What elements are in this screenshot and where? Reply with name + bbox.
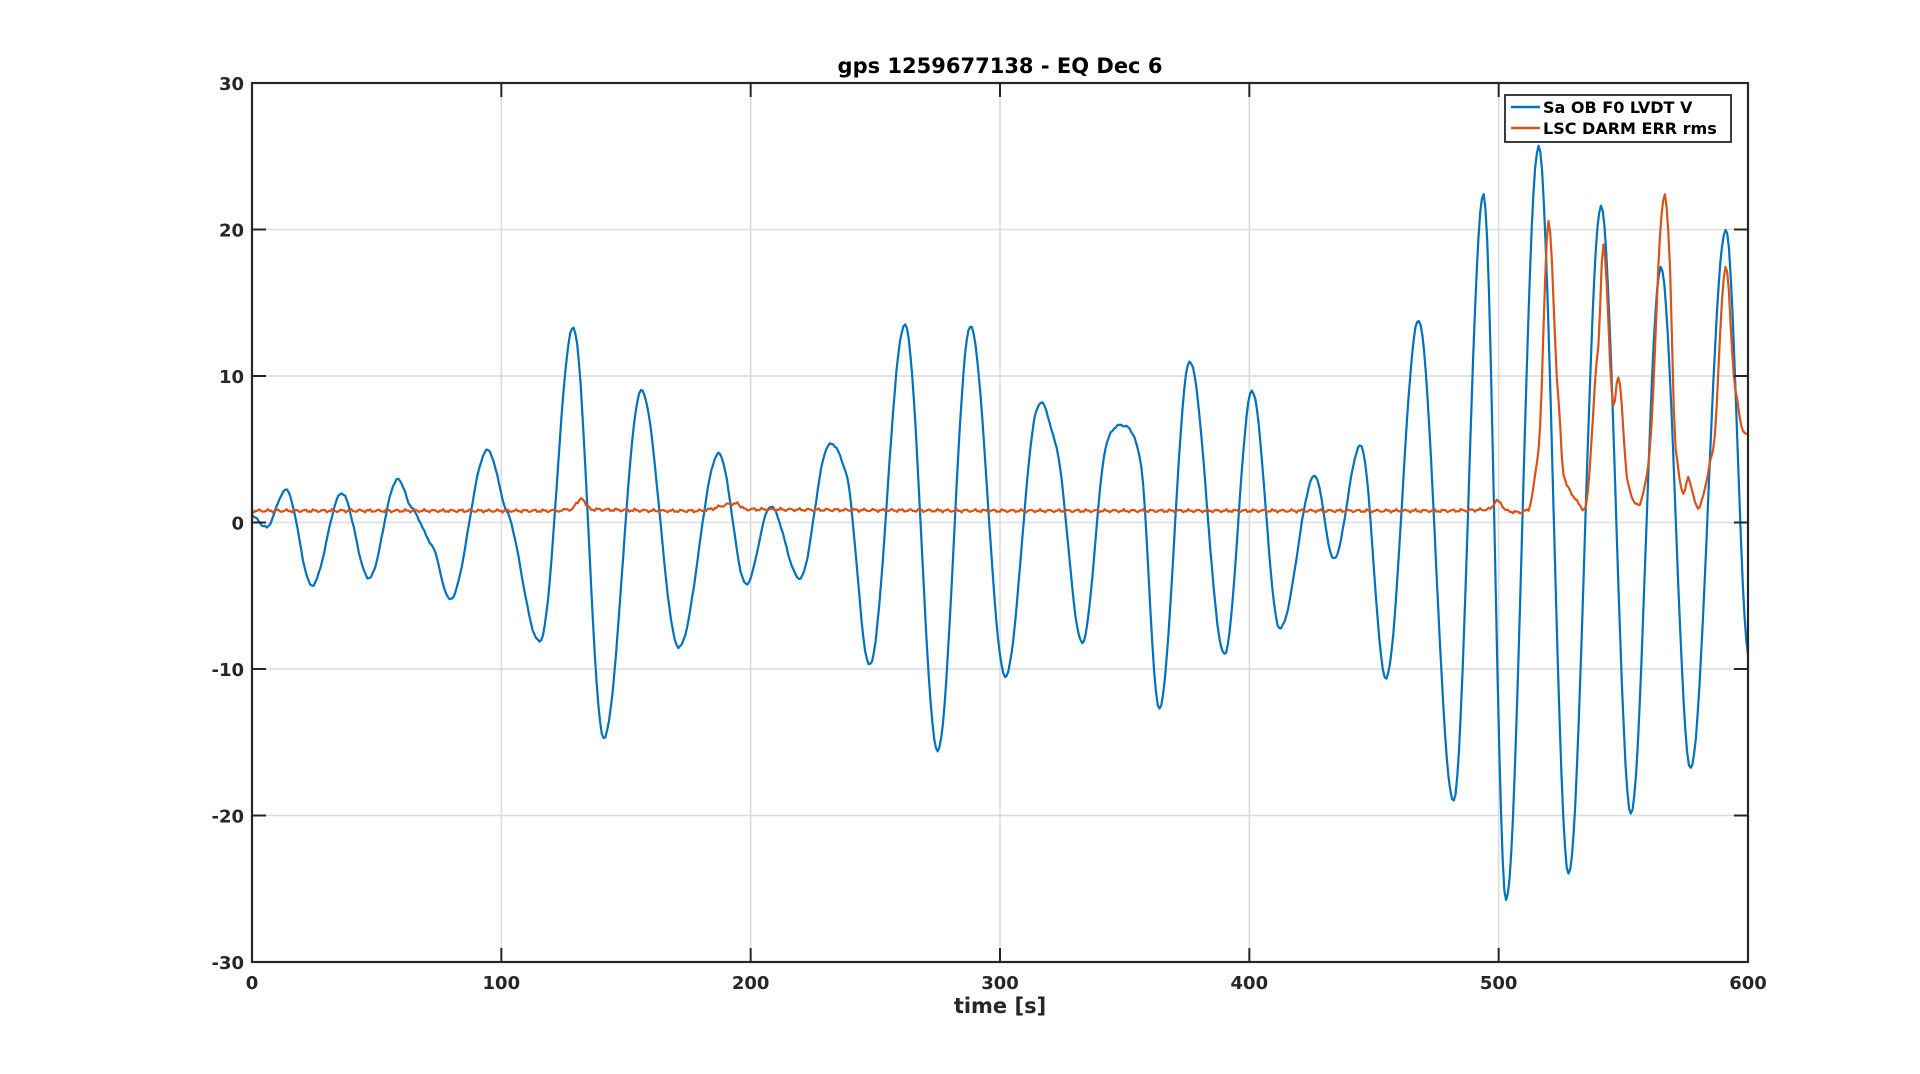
legend-box — [1504, 94, 1732, 143]
series-line-1 — [252, 193, 1748, 515]
x-tick-label: 100 — [483, 973, 521, 994]
legend: Sa OB F0 LVDT V LSC DARM ERR rms — [1504, 94, 1732, 143]
y-tick-label: 20 — [219, 221, 244, 242]
x-tick-label: 600 — [1729, 973, 1767, 994]
y-tick-label: 10 — [219, 367, 244, 388]
y-tick-label: -10 — [211, 660, 244, 681]
y-tick-label: 0 — [231, 514, 244, 535]
legend-label-0: Sa OB F0 LVDT V — [1543, 98, 1693, 117]
chart-title: gps 1259677138 - EQ Dec 6 — [838, 54, 1163, 78]
y-tick-label: 30 — [219, 74, 244, 95]
x-tick-label: 200 — [732, 973, 770, 994]
y-tick-label: -20 — [211, 807, 244, 828]
y-tick-label: -30 — [211, 953, 244, 974]
legend-label-1: LSC DARM ERR rms — [1543, 119, 1717, 138]
x-tick-label: 0 — [246, 973, 259, 994]
plot-series — [252, 144, 1748, 902]
x-tick-label: 500 — [1480, 973, 1518, 994]
x-tick-label: 400 — [1231, 973, 1269, 994]
series-line-0 — [252, 144, 1748, 902]
grid-lines — [252, 83, 1748, 962]
x-axis-label: time [s] — [954, 994, 1046, 1018]
x-tick-label: 300 — [981, 973, 1019, 994]
